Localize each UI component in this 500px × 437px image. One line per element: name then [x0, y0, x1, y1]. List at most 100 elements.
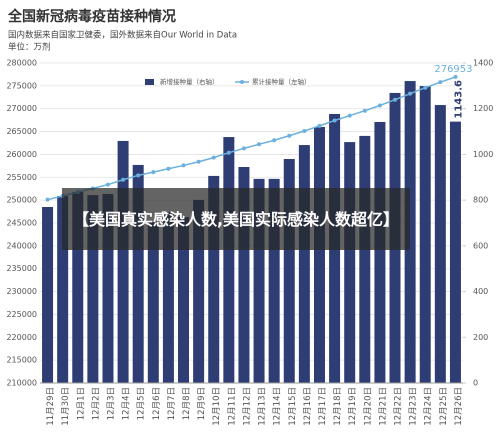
x-tick-label: 12月8日: [182, 387, 192, 420]
x-tick-label: 11月30日: [61, 387, 71, 426]
line-point: [332, 118, 337, 123]
x-tick-label: 12月26日: [454, 387, 464, 426]
y2-tick-label: 1000: [473, 150, 493, 159]
legend-swatch: [240, 80, 244, 84]
line-point: [347, 113, 352, 118]
bar: [313, 127, 325, 383]
x-tick-label: 12月6日: [152, 387, 162, 420]
y-tick-label: 280000: [6, 59, 37, 68]
x-tick-label: 12月14日: [273, 387, 283, 426]
x-tick-label: 12月5日: [137, 387, 147, 420]
bar: [102, 193, 114, 383]
bar: [238, 167, 250, 383]
y-tick-label: 275000: [6, 81, 37, 90]
bar: [283, 159, 295, 383]
bar: [298, 145, 310, 383]
x-tick-label: 12月12日: [242, 387, 252, 426]
y2-tick-label: 1200: [473, 104, 493, 113]
line-point: [317, 123, 322, 128]
y2-tick-label: 800: [473, 196, 488, 205]
y-tick-label: 220000: [6, 333, 37, 342]
y2-tick-label: 0: [473, 379, 478, 388]
x-tick-label: 12月23日: [409, 387, 419, 426]
y-tick-label: 230000: [6, 287, 37, 296]
line-point: [257, 142, 262, 147]
bar: [147, 222, 159, 383]
line-point: [136, 173, 141, 178]
y-tick-label: 210000: [6, 379, 37, 388]
line-point: [393, 97, 398, 102]
y2-tick-label: 1400: [473, 59, 493, 68]
bar-value-label: 1143.6: [453, 80, 464, 119]
legend-label: 新增接种量（右轴）: [160, 77, 219, 86]
y-tick-label: 240000: [6, 241, 37, 250]
x-tick-label: 12月10日: [212, 387, 222, 426]
chart-subtitle: 国内数据来自国家卫健委，国外数据来自Our World in Data: [8, 30, 237, 41]
y2-tick-label: 600: [473, 241, 488, 250]
x-tick-label: 12月17日: [318, 387, 328, 426]
line-point: [272, 138, 277, 143]
x-tick-label: 12月13日: [258, 387, 268, 426]
line-point: [166, 166, 171, 171]
bar: [449, 121, 461, 383]
line-point: [377, 103, 382, 108]
overlay-banner: 【美国真实感染人数,美国实际感染人数超亿】: [62, 188, 410, 250]
bar: [117, 140, 129, 383]
line-point: [423, 85, 428, 90]
y-tick-label: 260000: [6, 150, 37, 159]
x-tick-label: 12月15日: [288, 387, 298, 426]
bar: [57, 196, 69, 383]
bar: [132, 164, 144, 383]
line-point: [362, 108, 367, 113]
bar: [72, 191, 84, 383]
x-tick-label: 12月2日: [91, 387, 101, 420]
x-tick-label: 12月11日: [227, 387, 237, 426]
x-tick-label: 12月1日: [76, 387, 86, 420]
y-tick-label: 215000: [6, 356, 37, 365]
line-point: [287, 133, 292, 138]
x-tick-label: 12月22日: [394, 387, 404, 426]
line-point: [45, 197, 50, 202]
bar: [162, 212, 174, 383]
line-point: [151, 170, 156, 175]
bar: [178, 217, 190, 383]
bar: [419, 86, 431, 383]
x-tick-label: 11月29日: [46, 387, 56, 426]
y2-tick-label: 400: [473, 287, 488, 296]
line-point: [241, 146, 246, 151]
bar: [344, 142, 356, 383]
x-tick-label: 12月4日: [122, 387, 132, 420]
line-point: [121, 177, 126, 182]
x-tick-label: 12月7日: [167, 387, 177, 420]
line-point: [408, 91, 413, 96]
legend-label: 累计接种量（左轴）: [252, 77, 311, 86]
x-tick-label: 12月24日: [424, 387, 434, 426]
x-tick-label: 12月19日: [348, 387, 358, 426]
y-tick-label: 270000: [6, 104, 37, 113]
unit-label: 单位：万剂: [8, 42, 51, 53]
line-point: [181, 163, 186, 168]
line-point: [196, 159, 201, 164]
x-tick-label: 12月25日: [439, 387, 449, 426]
y-tick-label: 245000: [6, 219, 37, 228]
chart-title: 全国新冠病毒疫苗接种情况: [7, 8, 176, 25]
line-point: [226, 150, 231, 155]
x-tick-label: 12月21日: [378, 387, 388, 426]
y-tick-label: 225000: [6, 310, 37, 319]
x-tick-label: 12月18日: [333, 387, 343, 426]
line-point: [438, 80, 443, 85]
y-tick-label: 265000: [6, 127, 37, 136]
bar: [359, 135, 371, 383]
y-tick-label: 250000: [6, 196, 37, 205]
line-point: [211, 155, 216, 160]
x-tick-label: 12月3日: [106, 387, 116, 420]
bar: [193, 199, 205, 383]
x-tick-label: 12月20日: [363, 387, 373, 426]
bar: [374, 121, 386, 383]
x-tick-label: 12月9日: [197, 387, 207, 420]
x-tick-label: 12月16日: [303, 387, 313, 426]
y2-tick-label: 200: [473, 333, 488, 342]
y-tick-label: 255000: [6, 173, 37, 182]
bar: [268, 178, 280, 383]
bar: [434, 105, 446, 384]
